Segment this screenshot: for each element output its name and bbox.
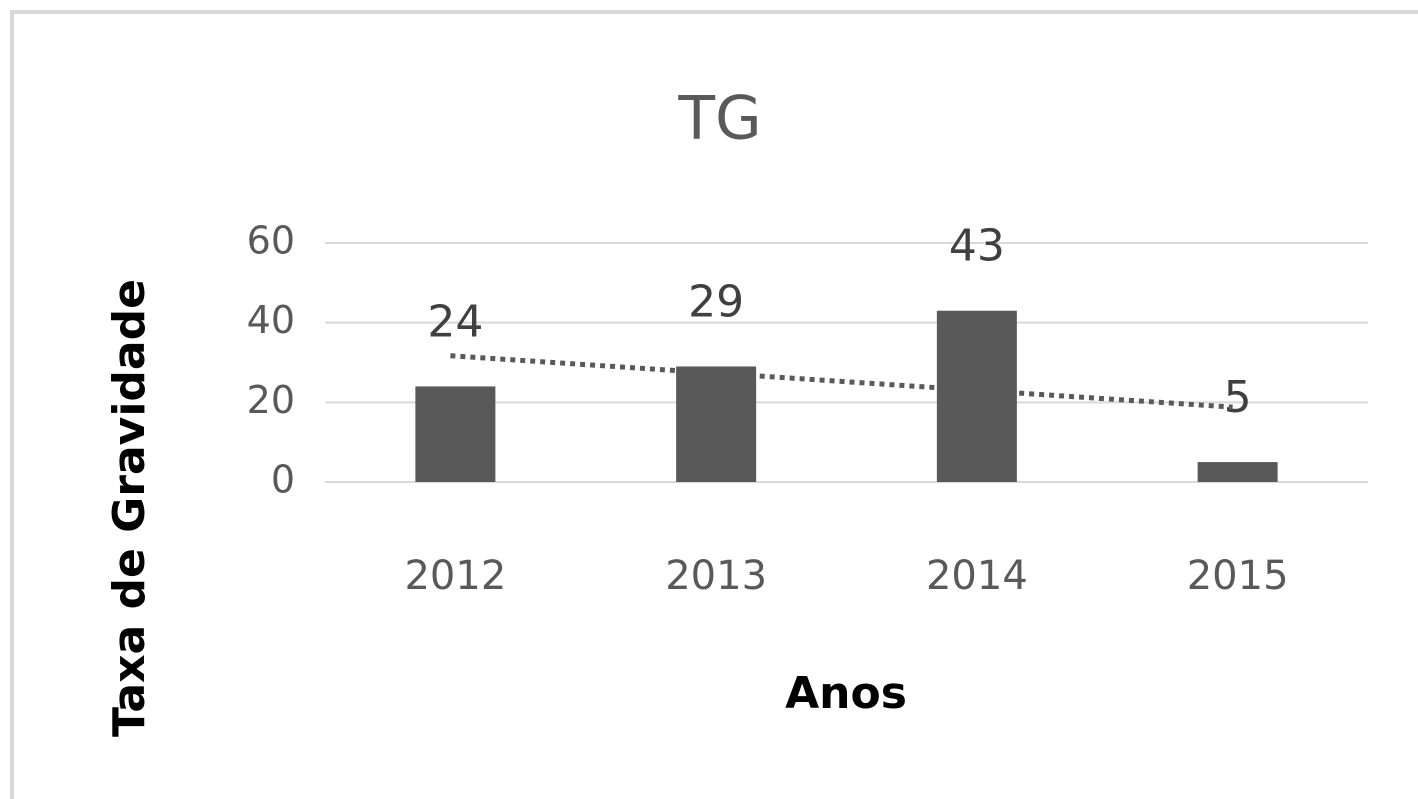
x-tick-label: 2013 — [665, 553, 767, 599]
y-tick-label: 20 — [247, 378, 295, 422]
x-tick-label: 2014 — [926, 553, 1028, 599]
data-label: 24 — [427, 296, 483, 347]
trendline — [450, 353, 1233, 410]
y-tick-label: 60 — [247, 219, 295, 263]
data-label: 5 — [1224, 372, 1252, 423]
x-tick-label: 2012 — [404, 553, 506, 599]
bar — [676, 366, 757, 482]
x-axis-title: Anos — [785, 668, 907, 719]
data-label: 43 — [949, 221, 1005, 272]
y-axis-title: Taxa de Gravidade — [104, 279, 155, 737]
x-tick-label: 2015 — [1187, 553, 1289, 599]
data-label: 29 — [688, 276, 744, 327]
bar — [415, 386, 496, 482]
y-tick-label: 40 — [247, 298, 295, 342]
y-tick-label: 0 — [271, 458, 295, 502]
chart-title: TG — [677, 84, 761, 154]
bar — [936, 310, 1017, 482]
bar — [1197, 462, 1278, 482]
